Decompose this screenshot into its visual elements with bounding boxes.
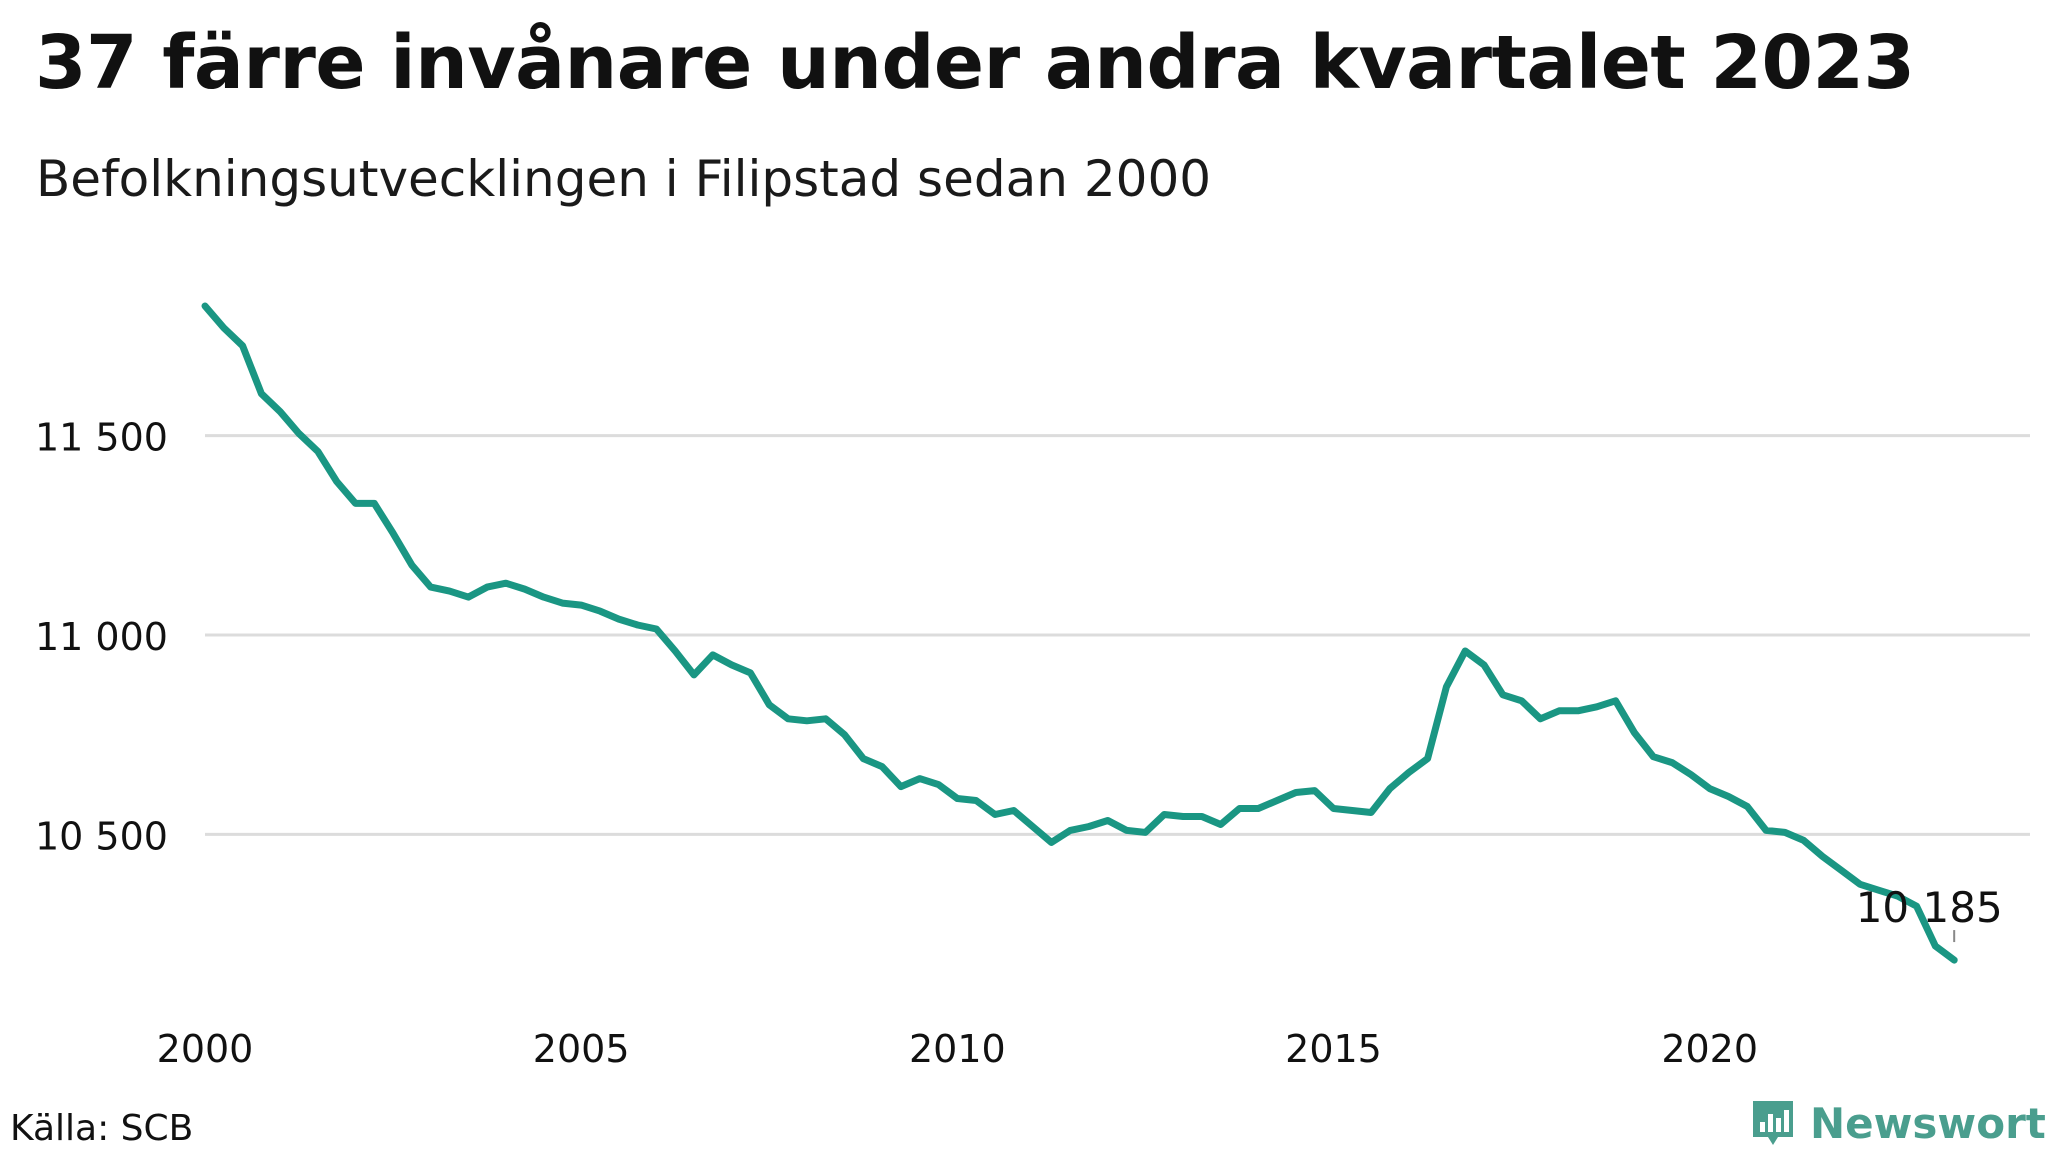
x-tick-label: 2005 xyxy=(533,1027,630,1071)
x-tick-label: 2000 xyxy=(157,1027,254,1071)
y-tick-label: 11 500 xyxy=(35,416,168,460)
population-line xyxy=(201,302,1958,964)
y-tick-label: 10 500 xyxy=(35,814,168,858)
brand-name: Newsworthy xyxy=(1810,1098,2048,1148)
chart-title: 37 färre invånare under andra kvartalet … xyxy=(35,20,1915,106)
x-tick-label: 2020 xyxy=(1661,1027,1758,1071)
chart-subtitle: Befolkningsutvecklingen i Filipstad seda… xyxy=(36,150,1212,208)
x-tick-label: 2015 xyxy=(1285,1027,1382,1071)
newsworthy-logo: Newsworthy xyxy=(1750,1098,2048,1148)
x-tick-label: 2010 xyxy=(909,1027,1006,1071)
end-value-label: 10 185 xyxy=(1856,883,2003,932)
y-tick-label: 11 000 xyxy=(35,615,168,659)
bar-chart-icon xyxy=(1753,1101,1793,1145)
source-note: Källa: SCB xyxy=(10,1108,194,1149)
